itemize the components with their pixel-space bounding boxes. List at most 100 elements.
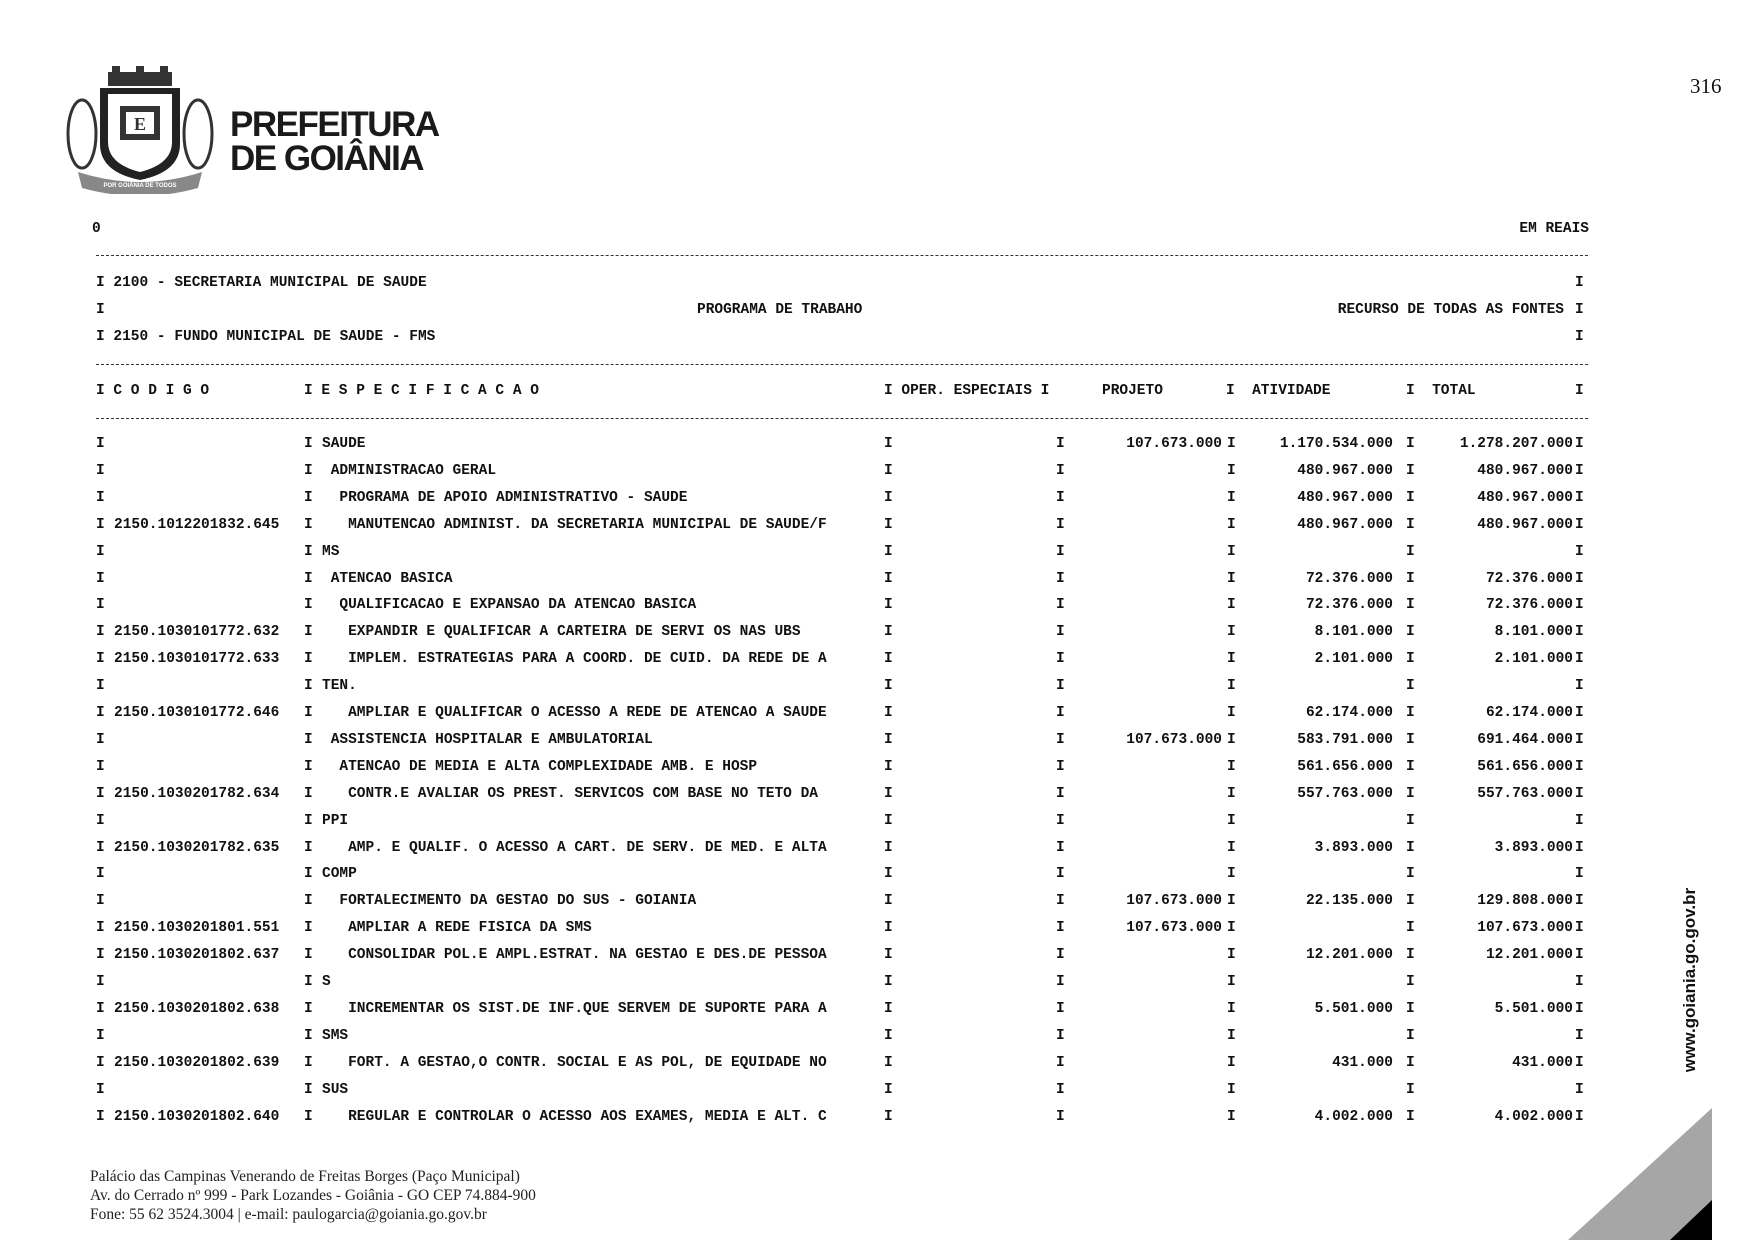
column-separator: I bbox=[1575, 543, 1584, 560]
column-separator: I bbox=[96, 758, 105, 775]
column-separator: I bbox=[1406, 543, 1415, 560]
column-separator: I bbox=[96, 785, 105, 802]
cell-spec: ADMINISTRACAO GERAL bbox=[322, 462, 497, 479]
column-separator: I bbox=[1056, 436, 1065, 452]
column-separator: I bbox=[96, 516, 105, 533]
column-separator: I bbox=[1406, 866, 1415, 883]
column-separator: I bbox=[1227, 1027, 1236, 1044]
column-separator: I bbox=[1575, 785, 1584, 802]
sources-label: RECURSO DE TODAS AS FONTES bbox=[1337, 302, 1564, 318]
column-separator: I bbox=[1575, 705, 1584, 721]
column-separator: I bbox=[1575, 731, 1584, 748]
column-separator: I bbox=[1056, 920, 1065, 937]
column-separator: I bbox=[1056, 974, 1065, 990]
cell-atividade: 5.501.000 bbox=[1314, 1000, 1393, 1017]
cell-atividade: 480.967.000 bbox=[1297, 489, 1393, 506]
column-separator: I bbox=[1406, 516, 1415, 533]
column-separator: I bbox=[884, 597, 893, 614]
cell-code: 2150.1030101772.632 bbox=[114, 624, 280, 641]
cell-code: 2150.1030201802.637 bbox=[114, 947, 280, 964]
column-separator: I bbox=[1575, 758, 1584, 775]
cell-projeto: 107.673.000 bbox=[1126, 436, 1222, 452]
column-separator: I bbox=[304, 651, 313, 668]
column-separator: I bbox=[1406, 1081, 1415, 1098]
column-separator: I bbox=[96, 705, 105, 721]
column-separator: I bbox=[1575, 678, 1584, 695]
column-separator: I bbox=[1227, 516, 1236, 533]
column-separator: I bbox=[1575, 489, 1584, 506]
column-separator: I bbox=[1056, 1108, 1065, 1125]
column-separator: I bbox=[1227, 678, 1236, 695]
cell-total: 8.101.000 bbox=[1494, 624, 1573, 641]
cell-total: 12.201.000 bbox=[1485, 947, 1573, 964]
cell-spec: INCREMENTAR OS SIST.DE INF.QUE SERVEM DE… bbox=[322, 1000, 827, 1017]
column-separator: I bbox=[1056, 489, 1065, 506]
column-separator: I bbox=[304, 543, 313, 560]
program-title: PROGRAMA DE TRABAHO bbox=[697, 302, 863, 318]
column-separator: I bbox=[1575, 1027, 1584, 1044]
column-separator: I bbox=[1227, 597, 1236, 614]
column-separator: I bbox=[1056, 947, 1065, 964]
column-separator: I bbox=[1227, 731, 1236, 748]
column-separator: I bbox=[1575, 597, 1584, 614]
cell-atividade: 22.135.000 bbox=[1305, 893, 1393, 910]
column-separator: I bbox=[884, 651, 893, 668]
column-separator: I bbox=[96, 1000, 105, 1017]
column-separator: I bbox=[1056, 893, 1065, 910]
column-separator: I bbox=[1056, 1027, 1065, 1044]
footer-address-1: Palácio das Campinas Venerando de Freita… bbox=[90, 1168, 520, 1185]
cell-spec: AMPLIAR A REDE FISICA DA SMS bbox=[322, 920, 592, 937]
cell-spec: CONSOLIDAR POL.E AMPL.ESTRAT. NA GESTAO … bbox=[322, 947, 827, 964]
column-separator: I bbox=[96, 1108, 105, 1125]
column-separator: I bbox=[96, 893, 105, 910]
column-separator: I bbox=[1406, 462, 1415, 479]
column-separator: I bbox=[1056, 758, 1065, 775]
column-separator: I bbox=[1227, 489, 1236, 506]
column-separator: I bbox=[96, 462, 105, 479]
org-line: I 2100 - SECRETARIA MUNICIPAL DE SAUDE bbox=[96, 275, 427, 291]
column-separator: I bbox=[1575, 624, 1584, 641]
column-separator: I bbox=[1575, 462, 1584, 479]
cell-atividade: 72.376.000 bbox=[1305, 570, 1393, 587]
column-separator: I bbox=[884, 947, 893, 964]
column-separator: I bbox=[304, 785, 313, 802]
column-separator: I bbox=[304, 624, 313, 641]
brand-line-2: DE GOIÂNIA bbox=[230, 139, 425, 178]
website-label: www.goiania.go.gov.br bbox=[1680, 887, 1699, 1073]
column-separator: I bbox=[884, 678, 893, 695]
cell-code: 2150.1030201802.640 bbox=[114, 1108, 280, 1125]
column-header-total: I TOTAL bbox=[1406, 383, 1476, 399]
column-separator: I bbox=[1406, 920, 1415, 937]
cell-spec: IMPLEM. ESTRATEGIAS PARA A COORD. DE CUI… bbox=[322, 651, 827, 668]
column-separator: I bbox=[1056, 731, 1065, 748]
column-separator: I bbox=[96, 974, 105, 990]
cell-atividade: 4.002.000 bbox=[1314, 1108, 1393, 1125]
cell-total: 557.763.000 bbox=[1477, 785, 1573, 802]
column-separator: I bbox=[304, 516, 313, 533]
column-separator: I bbox=[304, 731, 313, 748]
column-separator: I bbox=[1227, 543, 1236, 560]
cell-spec: ATENCAO BASICA bbox=[322, 570, 453, 587]
column-separator: I bbox=[884, 570, 893, 587]
column-separator: I bbox=[304, 893, 313, 910]
column-separator: I bbox=[884, 974, 893, 990]
cell-atividade: 12.201.000 bbox=[1305, 947, 1393, 964]
column-separator: I bbox=[1575, 839, 1584, 856]
cell-atividade: 583.791.000 bbox=[1297, 731, 1393, 748]
cell-total: 129.808.000 bbox=[1477, 893, 1573, 910]
column-separator: I bbox=[304, 866, 313, 883]
column-separator: I bbox=[96, 436, 105, 452]
column-separator: I bbox=[304, 812, 313, 829]
column-separator: I bbox=[1575, 570, 1584, 587]
column-separator: I bbox=[1056, 570, 1065, 587]
column-separator: I bbox=[96, 489, 105, 506]
crest-motto: POR GOIÂNIA DE TODOS bbox=[103, 182, 176, 189]
cell-total: 72.376.000 bbox=[1485, 597, 1573, 614]
cell-atividade: 480.967.000 bbox=[1297, 462, 1393, 479]
column-separator: I bbox=[1406, 1000, 1415, 1017]
cell-atividade: 72.376.000 bbox=[1305, 597, 1393, 614]
cell-atividade: 2.101.000 bbox=[1314, 651, 1393, 668]
column-separator: I bbox=[96, 651, 105, 668]
cell-code: 2150.1030201801.551 bbox=[114, 920, 280, 937]
column-separator: I bbox=[884, 516, 893, 533]
